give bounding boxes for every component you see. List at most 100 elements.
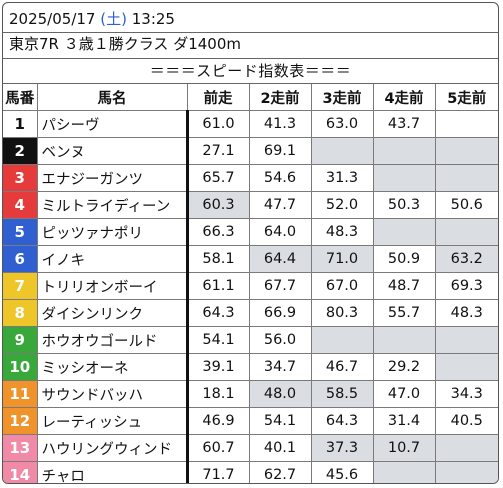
- race-time: 13:25: [131, 10, 175, 28]
- table-header-row: 馬番 馬名 前走 2走前 3走前 4走前 5走前: [3, 84, 498, 111]
- horse-name: チャロ: [37, 461, 188, 483]
- horse-number: 7: [3, 272, 38, 300]
- speed-index-value: 54.1: [185, 326, 250, 354]
- horse-number: 5: [3, 218, 38, 246]
- table-row: 5 ピッツァナポリ 66.3 64.0 48.3: [3, 218, 498, 246]
- speed-index-value: 61.1: [185, 272, 250, 300]
- speed-index-value: 69.1: [249, 137, 312, 165]
- horse-name: トリリオンボーイ: [37, 272, 188, 300]
- col-header-4-races-ago: 4走前: [373, 84, 436, 111]
- speed-index-value: [435, 110, 498, 138]
- horse-name: ピッツァナポリ: [37, 218, 188, 246]
- horse-number: 11: [3, 380, 38, 408]
- speed-index-value: [435, 353, 498, 381]
- divider: [3, 32, 498, 33]
- speed-index-value: 34.3: [435, 380, 498, 408]
- speed-index-value: 31.3: [311, 164, 374, 192]
- speed-index-value: 60.3: [185, 191, 250, 219]
- table-row: 11 サウンドバッハ 18.1 48.0 58.5 47.0 34.3: [3, 380, 498, 408]
- speed-index-value: 63.2: [435, 245, 498, 273]
- speed-index-value: [311, 137, 374, 165]
- col-header-3-races-ago: 3走前: [311, 84, 374, 111]
- speed-index-value: 80.3: [311, 299, 374, 327]
- horse-number: 14: [3, 461, 38, 483]
- speed-index-value: 47.7: [249, 191, 312, 219]
- speed-index-value: 62.7: [249, 461, 312, 483]
- horse-name: イノキ: [37, 245, 188, 273]
- speed-index-value: 29.2: [373, 353, 436, 381]
- race-weekday: (土): [100, 10, 127, 28]
- speed-index-value: 45.6: [311, 461, 374, 483]
- speed-index-value: [311, 326, 374, 354]
- speed-index-value: 18.1: [185, 380, 250, 408]
- speed-index-value: 52.0: [311, 191, 374, 219]
- speed-index-value: [373, 326, 436, 354]
- speed-index-value: 65.7: [185, 164, 250, 192]
- race-date: 2025/05/17: [9, 10, 96, 28]
- speed-index-table: 馬番 馬名 前走 2走前 3走前 4走前 5走前 1 パシーヴ 61.0 41.3 63…: [3, 84, 498, 483]
- speed-index-value: 64.0: [249, 218, 312, 246]
- horse-name: エナジーガンツ: [37, 164, 188, 192]
- speed-index-value: 71.7: [185, 461, 250, 483]
- table-row: 14 チャロ 71.7 62.7 45.6: [3, 461, 498, 483]
- speed-index-value: 46.7: [311, 353, 374, 381]
- divider: [3, 83, 498, 84]
- horse-name: パシーヴ: [37, 110, 188, 138]
- speed-index-value: 67.7: [249, 272, 312, 300]
- horse-name: ハウリングウィンド: [37, 434, 188, 462]
- horse-number: 3: [3, 164, 38, 192]
- speed-index-value: 34.7: [249, 353, 312, 381]
- col-header-horse-number: 馬番: [3, 84, 38, 111]
- horse-number: 12: [3, 407, 38, 435]
- speed-index-value: 60.7: [185, 434, 250, 462]
- col-header-5-races-ago: 5走前: [435, 84, 498, 111]
- speed-index-value: 71.0: [311, 245, 374, 273]
- speed-index-value: 40.1: [249, 434, 312, 462]
- table-row: 2 ベンヌ 27.1 69.1: [3, 137, 498, 165]
- table-row: 6 イノキ 58.1 64.4 71.0 50.9 63.2: [3, 245, 498, 273]
- table-row: 12 レーティッシュ 46.9 54.1 64.3 31.4 40.5: [3, 407, 498, 435]
- horse-name: ホウオウゴールド: [37, 326, 188, 354]
- speed-index-card: 2025/05/17 (土) 13:25 東京7R ３歳１勝クラス ダ1400m…: [2, 2, 499, 484]
- speed-index-value: 67.0: [311, 272, 374, 300]
- horse-name: ベンヌ: [37, 137, 188, 165]
- speed-index-value: 39.1: [185, 353, 250, 381]
- table-row: 4 ミルトライディーン 60.3 47.7 52.0 50.3 50.6: [3, 191, 498, 219]
- col-header-horse-name: 馬名: [37, 84, 188, 111]
- col-header-2-races-ago: 2走前: [249, 84, 312, 111]
- speed-index-value: 48.7: [373, 272, 436, 300]
- table-row: 3 エナジーガンツ 65.7 54.6 31.3: [3, 164, 498, 192]
- speed-index-value: 54.1: [249, 407, 312, 435]
- speed-index-value: [373, 137, 436, 165]
- race-datetime: 2025/05/17 (土) 13:25: [9, 9, 175, 29]
- speed-index-value: [435, 461, 498, 483]
- speed-index-value: 69.3: [435, 272, 498, 300]
- col-header-last-race: 前走: [187, 84, 250, 111]
- speed-index-value: 46.9: [185, 407, 250, 435]
- speed-index-value: [373, 218, 436, 246]
- horse-number: 2: [3, 137, 38, 165]
- speed-index-value: [435, 434, 498, 462]
- speed-index-value: 64.3: [185, 299, 250, 327]
- horse-name: ミルトライディーン: [37, 191, 188, 219]
- table-row: 7 トリリオンボーイ 61.1 67.7 67.0 48.7 69.3: [3, 272, 498, 300]
- speed-index-value: 48.3: [435, 299, 498, 327]
- table-row: 13 ハウリングウィンド 60.7 40.1 37.3 10.7: [3, 434, 498, 462]
- speed-index-value: 40.5: [435, 407, 498, 435]
- table-row: 1 パシーヴ 61.0 41.3 63.0 43.7: [3, 110, 498, 138]
- table-row: 9 ホウオウゴールド 54.1 56.0: [3, 326, 498, 354]
- speed-index-value: [435, 326, 498, 354]
- divider: [3, 58, 498, 59]
- horse-number: 8: [3, 299, 38, 327]
- horse-number: 10: [3, 353, 38, 381]
- horse-name: ダイシンリンク: [37, 299, 188, 327]
- speed-index-value: 47.0: [373, 380, 436, 408]
- horse-number: 6: [3, 245, 38, 273]
- speed-index-value: 63.0: [311, 110, 374, 138]
- speed-index-value: 58.5: [311, 380, 374, 408]
- horse-number: 1: [3, 110, 38, 138]
- speed-index-value: 37.3: [311, 434, 374, 462]
- speed-index-value: 55.7: [373, 299, 436, 327]
- speed-index-value: 66.9: [249, 299, 312, 327]
- speed-index-value: 54.6: [249, 164, 312, 192]
